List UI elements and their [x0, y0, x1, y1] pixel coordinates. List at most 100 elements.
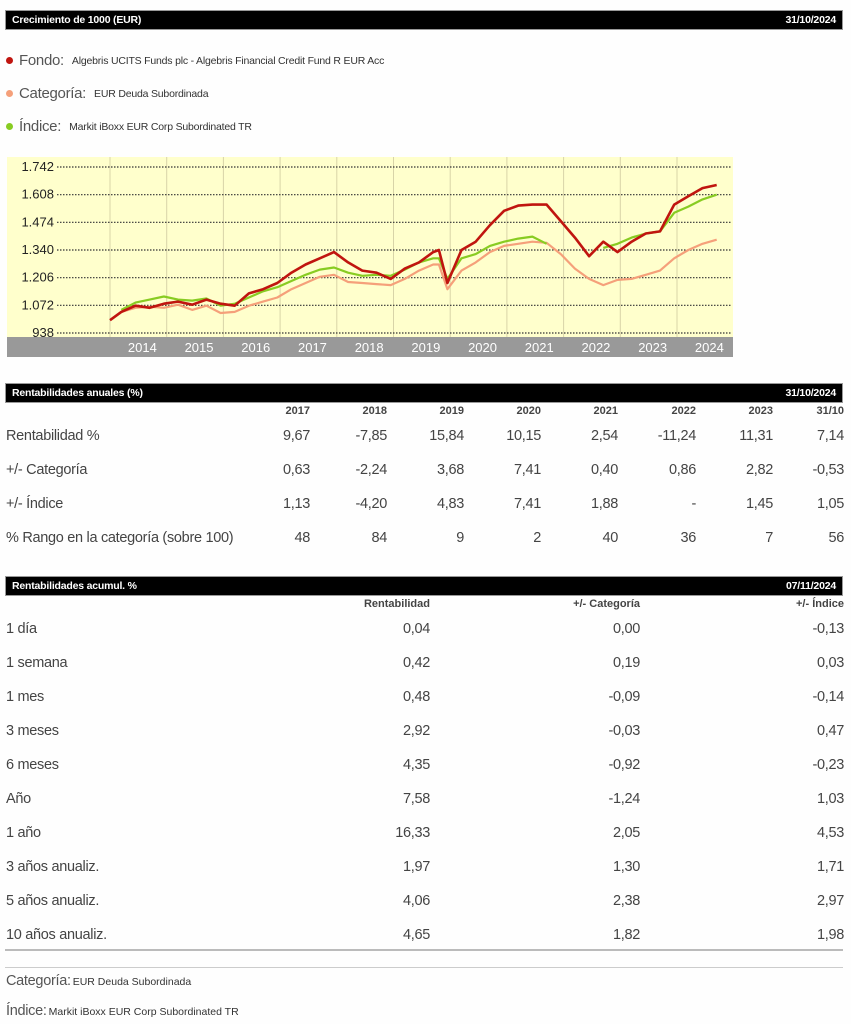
annual-cell: 15,84 [429, 428, 464, 444]
y-tick-label: 1.608 [21, 187, 54, 202]
cumulative-row-label: 3 años anualiz. [6, 859, 100, 875]
legend-value: EUR Deuda Subordinada [94, 87, 209, 100]
annual-row: Rentabilidad % 9,67 -7,85 15,84 10,15 2,54 -11… [6, 419, 844, 453]
footer-index-label: Índice: [6, 1003, 47, 1019]
cumulative-section-header: Rentabilidades acumul. % 07/11/2024 [5, 576, 843, 596]
annual-cell: 56 [828, 530, 844, 546]
footer-category: Categoría: EUR Deuda Subordinada [6, 973, 191, 989]
annual-row-label: % Rango en la categoría (sobre 100) [6, 530, 234, 546]
annual-cell: -4,20 [355, 496, 387, 512]
footer-category-label: Categoría: [6, 973, 71, 989]
cumulative-returns-table: Rentabilidad +/- Categoría +/- Índice 1 … [6, 596, 844, 952]
annual-col-header: 2023 [748, 405, 773, 417]
annual-cell: 36 [680, 530, 696, 546]
cumulative-cell: 1,97 [402, 859, 430, 875]
cumulative-col-header: +/- Categoría [573, 598, 640, 610]
x-tick-label: 2019 [411, 340, 440, 355]
y-tick-label: 938 [32, 325, 54, 340]
annual-row-label: Rentabilidad % [6, 428, 100, 444]
cumulative-cell: 1,82 [612, 927, 640, 943]
x-tick-label: 2020 [468, 340, 497, 355]
y-tick-label: 1.206 [21, 270, 54, 285]
x-tick-label: 2018 [355, 340, 384, 355]
legend-label: Categoría: [19, 85, 87, 102]
annual-cell: 9,67 [282, 428, 310, 444]
cumulative-cell: 0,42 [402, 655, 430, 671]
cumulative-cell: -0,09 [608, 689, 640, 705]
cumulative-header-row: Rentabilidad +/- Categoría +/- Índice [6, 596, 844, 612]
footer-index: Índice: Markit iBoxx EUR Corp Subordinat… [6, 1003, 239, 1019]
x-tick-label: 2021 [525, 340, 554, 355]
cumulative-cell: -0,14 [812, 689, 844, 705]
annual-cell: 2 [533, 530, 541, 546]
cumulative-row-label: 10 años anualiz. [6, 927, 107, 943]
cumulative-cell: 2,38 [612, 893, 640, 909]
annual-cell: 3,68 [436, 462, 464, 478]
annual-col-header: 31/10 [816, 405, 844, 417]
annual-row: +/- Categoría 0,63 -2,24 3,68 7,41 0,40 0,86 2,… [6, 453, 844, 487]
footer-category-value: EUR Deuda Subordinada [72, 976, 192, 988]
cumulative-cell: 0,03 [816, 655, 844, 671]
x-tick-label: 2017 [298, 340, 327, 355]
cumulative-cell: 2,05 [612, 825, 640, 841]
annual-cell: 10,15 [506, 428, 541, 444]
x-tick-label: 2015 [185, 340, 214, 355]
cumulative-cell: 4,06 [402, 893, 430, 909]
legend-value: Algebris UCITS Funds plc - Algebris Fina… [71, 54, 385, 67]
growth-chart-svg: 1.742 1.608 1.474 1.340 1.206 1.072 938 2014 201… [7, 157, 733, 357]
annual-header-blank [6, 403, 236, 419]
annual-col-header: 2018 [362, 405, 387, 417]
annual-cell: 11,31 [739, 428, 773, 444]
growth-chart: 1.742 1.608 1.474 1.340 1.206 1.072 938 2014 201… [7, 157, 733, 357]
annual-cell: 1,05 [816, 496, 844, 512]
annual-cell: 9 [456, 530, 464, 546]
annual-cell: 1,13 [282, 496, 310, 512]
cumulative-row: 1 día 0,04 0,00 -0,13 [6, 612, 844, 646]
annual-cell: 84 [371, 530, 387, 546]
cumulative-cell: 0,47 [816, 723, 844, 739]
categoria-dot-icon [6, 90, 13, 97]
series-line-categoria [109, 238, 718, 322]
cumulative-row-label: 1 día [6, 621, 37, 637]
cumulative-row-label: 1 semana [6, 655, 68, 671]
cumulative-row: 6 meses 4,35 -0,92 -0,23 [6, 748, 844, 782]
cumulative-cell: 16,33 [395, 825, 430, 841]
annual-cell: -2,24 [355, 462, 387, 478]
annual-returns-table: 2017 2018 2019 2020 2021 2022 2023 31/10… [6, 403, 844, 555]
footer-divider [5, 967, 843, 968]
x-tick-label: 2022 [581, 340, 610, 355]
cumulative-header-blank [6, 596, 206, 612]
fondo-dot-icon [6, 57, 13, 64]
cumulative-cell: 0,48 [402, 689, 430, 705]
growth-section-title: Crecimiento de 1000 (EUR) [12, 14, 142, 26]
growth-section-header: Crecimiento de 1000 (EUR) 31/10/2024 [5, 10, 843, 30]
legend-item-fondo: Fondo: Algebris UCITS Funds plc - Algebr… [6, 52, 384, 69]
cumulative-cell: 4,35 [402, 757, 430, 773]
cumulative-cell: -0,92 [608, 757, 640, 773]
annual-row-label: +/- Categoría [6, 462, 88, 478]
annual-col-header: 2017 [285, 405, 310, 417]
cumulative-row-label: 1 mes [6, 689, 44, 705]
annual-col-header: 2021 [593, 405, 618, 417]
cumulative-row-label: 1 año [6, 825, 41, 841]
cumulative-section-title: Rentabilidades acumul. % [12, 580, 137, 592]
annual-row-label: +/- Índice [6, 496, 64, 512]
legend-label: Índice: [19, 118, 62, 135]
cumulative-cell: 7,58 [402, 791, 430, 807]
cumulative-row: 1 año 16,33 2,05 4,53 [6, 816, 844, 850]
cumulative-cell: -0,23 [812, 757, 844, 773]
cumulative-row-label: 3 meses [6, 723, 59, 739]
indice-dot-icon [6, 123, 13, 130]
x-tick-label: 2014 [128, 340, 157, 355]
annual-cell: 7,14 [816, 428, 844, 444]
legend-item-categoria: Categoría: EUR Deuda Subordinada [6, 85, 209, 102]
cumulative-cell: 1,98 [816, 927, 844, 943]
legend-item-indice: Índice: Markit iBoxx EUR Corp Subordinat… [6, 118, 252, 135]
cumulative-row: 10 años anualiz. 4,65 1,82 1,98 [6, 918, 844, 952]
footer-index-value: Markit iBoxx EUR Corp Subordinated TR [48, 1006, 239, 1018]
annual-section-header: Rentabilidades anuales (%) 31/10/2024 [5, 383, 843, 403]
y-tick-label: 1.742 [21, 159, 54, 174]
cumulative-cell: 1,30 [612, 859, 640, 875]
cumulative-row: Año 7,58 -1,24 1,03 [6, 782, 844, 816]
annual-cell: 0,86 [668, 462, 696, 478]
